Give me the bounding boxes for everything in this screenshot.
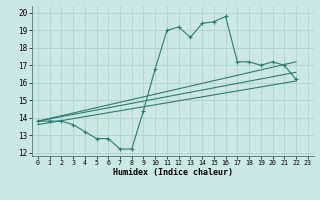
- X-axis label: Humidex (Indice chaleur): Humidex (Indice chaleur): [113, 168, 233, 177]
